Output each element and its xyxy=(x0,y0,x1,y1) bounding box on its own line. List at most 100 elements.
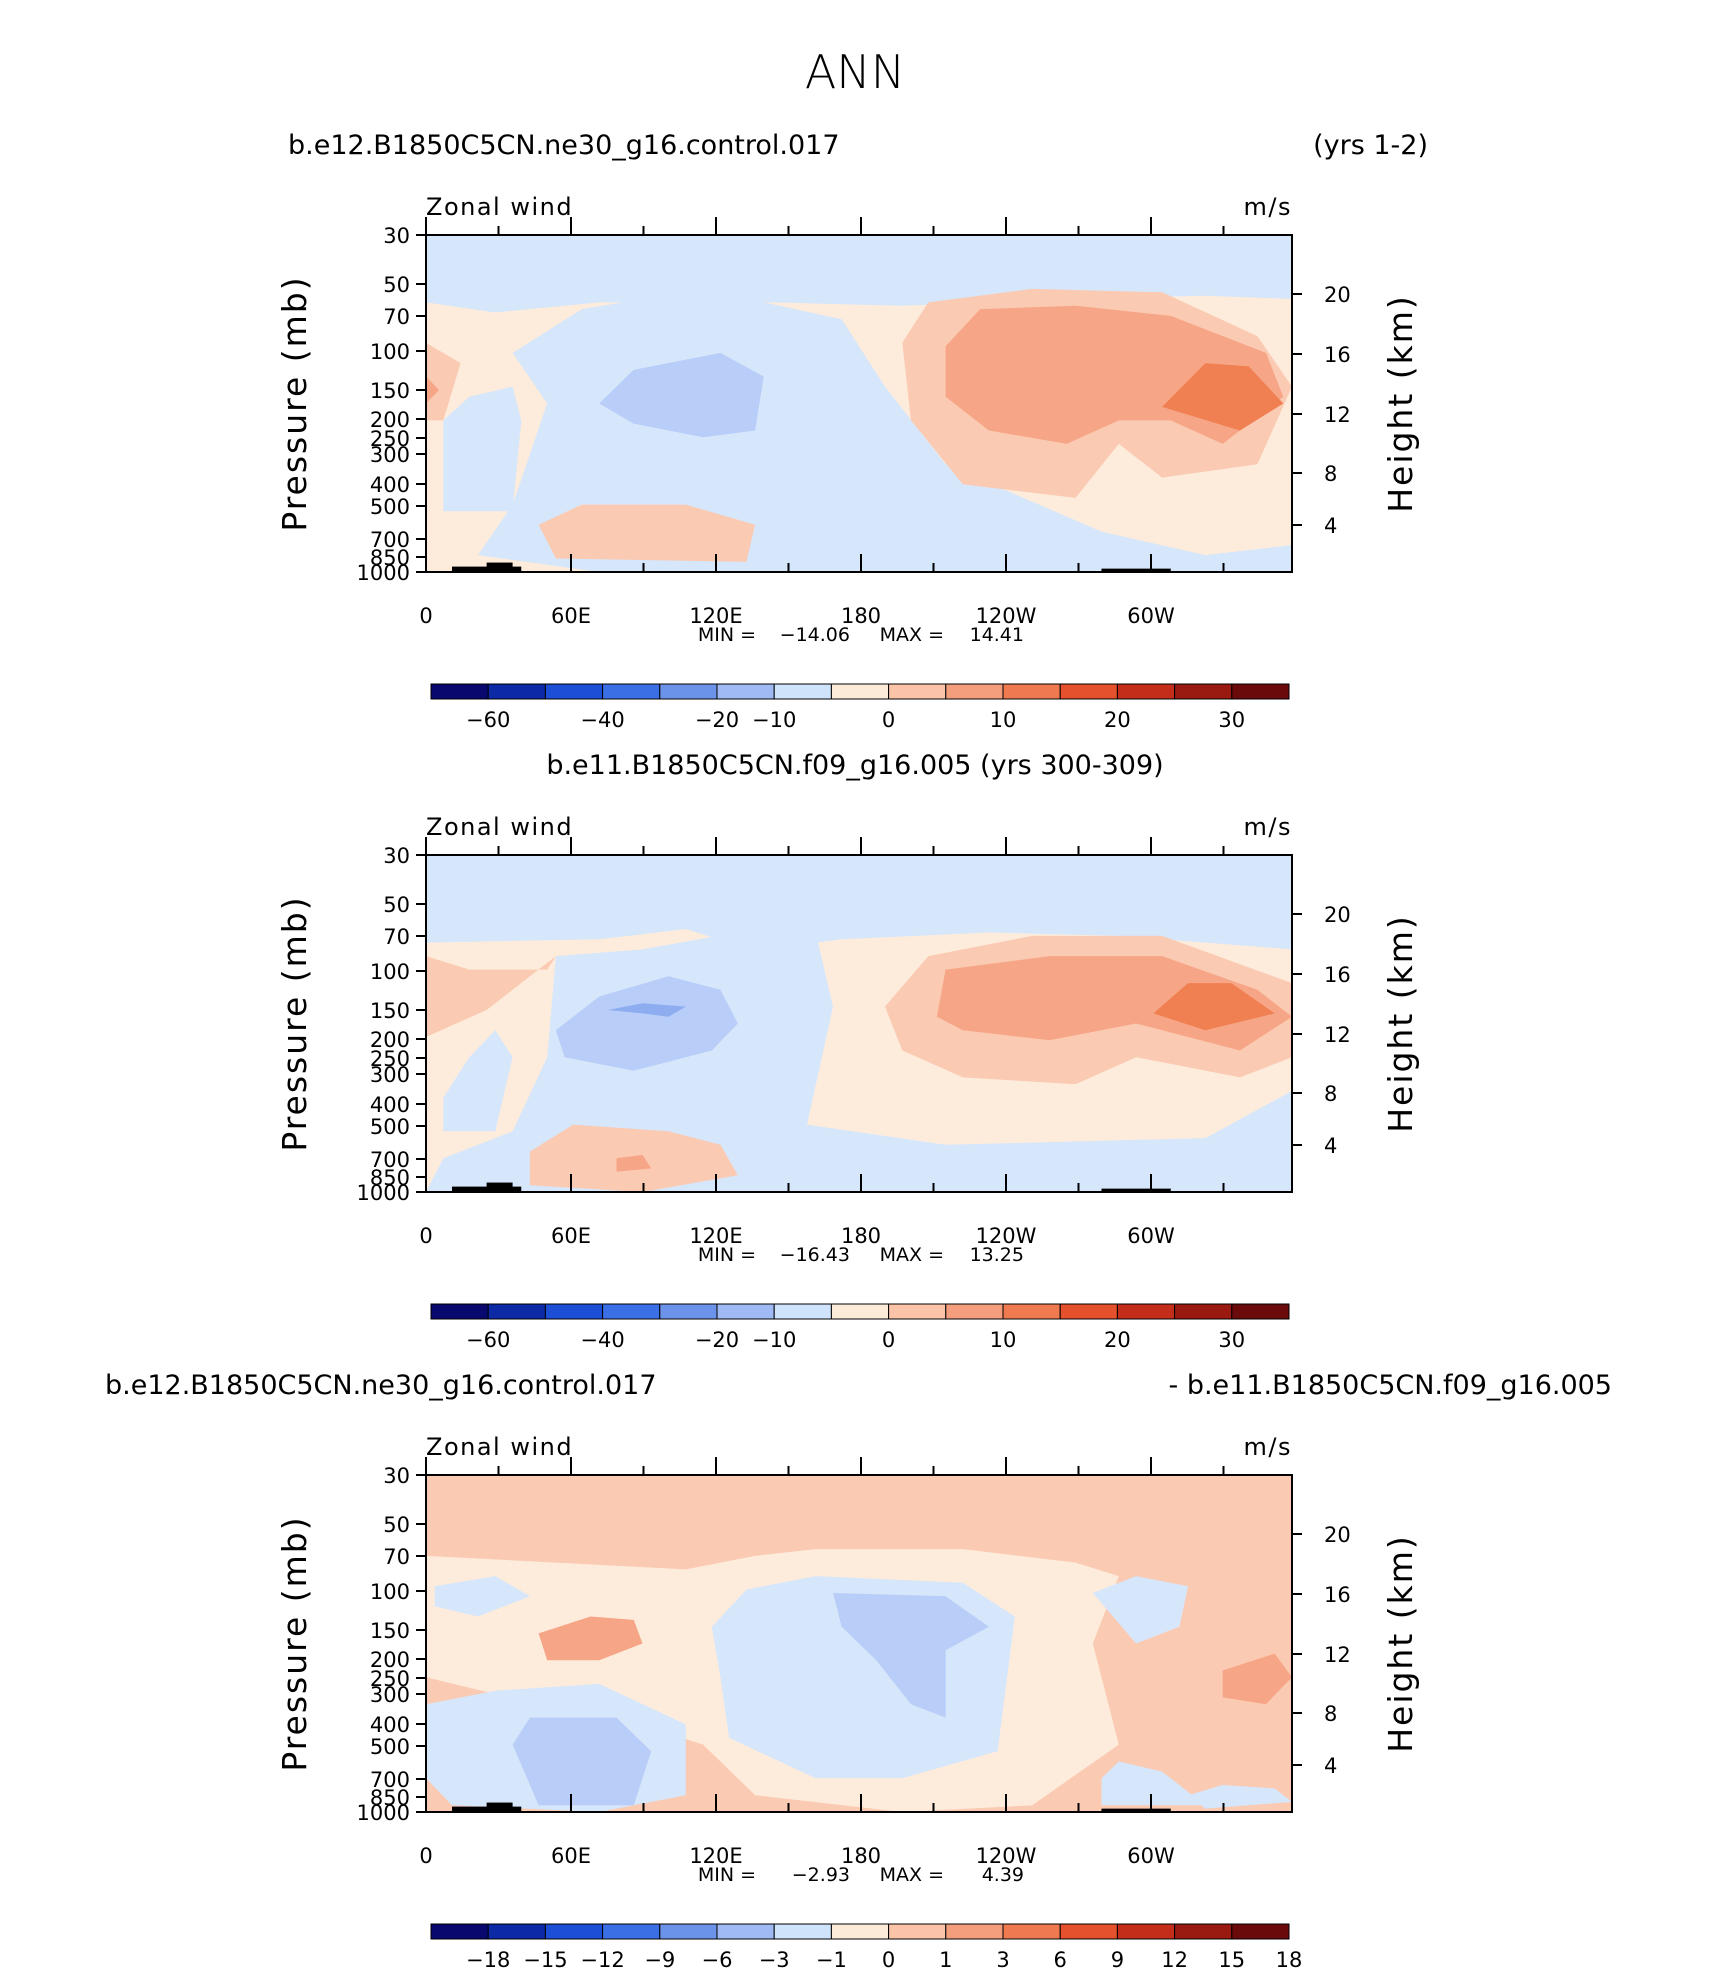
y-tick-label: 700 xyxy=(370,1768,410,1792)
contour-region xyxy=(555,976,738,1071)
colorbar-swatch xyxy=(430,683,489,700)
y-right-axis-title: Height (km) xyxy=(1381,294,1420,513)
colorbar-label: −40 xyxy=(580,708,624,732)
y-tick-label: 700 xyxy=(370,528,410,552)
y-tick-label: 200 xyxy=(370,1028,410,1052)
contour-region xyxy=(478,288,1292,572)
y-right-tick-label: 16 xyxy=(1324,963,1351,987)
orography-mask xyxy=(1101,1188,1171,1193)
y-tick-label: 500 xyxy=(370,495,410,519)
colorbar-label: −1 xyxy=(816,1948,847,1972)
units-label: m/s xyxy=(1244,193,1292,221)
max-label: MAX = xyxy=(880,1864,944,1886)
y-tick-label: 1000 xyxy=(357,1801,410,1825)
units-label: m/s xyxy=(1244,813,1292,841)
colorbar-label: −20 xyxy=(695,708,739,732)
y-tick-label: 500 xyxy=(370,1115,410,1139)
colorbar-swatch xyxy=(544,683,604,700)
colorbar-swatch xyxy=(1002,1303,1061,1320)
colorbar-swatch xyxy=(487,1303,546,1320)
max-value: 13.25 xyxy=(970,1244,1024,1266)
y-tick-label: 400 xyxy=(370,473,410,497)
contour-region xyxy=(1188,1785,1292,1809)
colorbar-swatch xyxy=(544,1923,604,1940)
colorbar-swatch xyxy=(659,683,718,700)
y-tick-label: 300 xyxy=(370,1683,410,1707)
colorbar-label: 30 xyxy=(1218,1328,1245,1352)
contour-region xyxy=(426,342,461,421)
colorbar-label: −20 xyxy=(695,1328,739,1352)
colorbar-swatch xyxy=(830,1303,890,1320)
colorbar-swatch xyxy=(1231,1923,1290,1940)
y-tick-label: 150 xyxy=(370,999,410,1023)
x-tick-label: 0 xyxy=(419,604,432,628)
contour-region xyxy=(426,376,439,404)
y-right-axis-title: Height (km) xyxy=(1381,914,1420,1133)
variable-label: Zonal wind xyxy=(426,1433,573,1461)
colorbar-label: −18 xyxy=(466,1948,510,1972)
y-tick-label: 50 xyxy=(383,1513,410,1537)
contour-region xyxy=(599,352,764,438)
colorbar-swatch xyxy=(773,683,832,700)
colorbar-label: −12 xyxy=(580,1948,624,1972)
panel-title-center: b.e11.B1850C5CN.f09_g16.005 (yrs 300-309… xyxy=(546,750,1163,781)
colorbar-swatch xyxy=(945,683,1004,700)
colorbar-swatch xyxy=(1174,1303,1233,1320)
colorbar-swatch xyxy=(830,683,890,700)
y-tick-label: 50 xyxy=(383,273,410,297)
y-tick-label: 200 xyxy=(370,1648,410,1672)
variable-label: Zonal wind xyxy=(426,193,573,221)
y-right-tick-label: 4 xyxy=(1324,1134,1337,1158)
colorbar-swatch xyxy=(602,1923,661,1940)
y-tick-label: 30 xyxy=(383,224,410,248)
colorbar-label: −10 xyxy=(752,1328,796,1352)
y-right-tick-label: 12 xyxy=(1324,1643,1351,1667)
y-tick-label: 850 xyxy=(370,1786,410,1810)
contour-region xyxy=(1092,1576,1189,1644)
panel-title-left: b.e12.B1850C5CN.ne30_g16.control.017 xyxy=(288,130,840,161)
colorbar-label: −15 xyxy=(523,1948,567,1972)
colorbar-label: −3 xyxy=(759,1948,790,1972)
orography-mask xyxy=(1101,568,1171,573)
colorbar-label: 20 xyxy=(1104,1328,1131,1352)
colorbar-swatch xyxy=(945,1923,1004,1940)
x-tick-label: 120W xyxy=(976,604,1037,628)
contour-region xyxy=(833,1593,989,1718)
colorbar-label: 30 xyxy=(1218,708,1245,732)
colorbar-swatch xyxy=(1059,1923,1118,1940)
colorbar-label: −60 xyxy=(466,1328,510,1352)
contour-region xyxy=(1162,363,1284,431)
y-tick-label: 300 xyxy=(370,1063,410,1087)
y-right-axis-title: Height (km) xyxy=(1381,1534,1420,1753)
colorbar-label: 10 xyxy=(990,708,1017,732)
y-right-tick-label: 20 xyxy=(1324,283,1351,307)
plot-frame xyxy=(425,854,1293,1193)
y-tick-label: 30 xyxy=(383,1464,410,1488)
min-label: MIN = xyxy=(698,624,756,646)
min-value: −14.06 xyxy=(780,624,850,646)
y-tick-label: 700 xyxy=(370,1148,410,1172)
panel-3: b.e12.B1850C5CN.ne30_g16.control.017 - b.… xyxy=(105,1370,1612,1972)
x-tick-label: 180 xyxy=(841,604,881,628)
max-label: MAX = xyxy=(880,1244,944,1266)
x-tick-label: 120W xyxy=(976,1224,1037,1248)
y-tick-label: 400 xyxy=(370,1093,410,1117)
y-axis-title: Pressure (mb) xyxy=(275,1515,314,1771)
x-tick-label: 180 xyxy=(841,1224,881,1248)
x-tick-label: 60W xyxy=(1127,1844,1175,1868)
contour-region xyxy=(607,1003,686,1017)
x-tick-label: 60E xyxy=(551,604,591,628)
colorbar-swatch xyxy=(430,1923,489,1940)
y-tick-label: 500 xyxy=(370,1735,410,1759)
y-tick-label: 850 xyxy=(370,1166,410,1190)
colorbar-swatch xyxy=(430,1303,489,1320)
contour-region xyxy=(426,956,556,1037)
orography-mask xyxy=(486,1182,513,1193)
y-tick-label: 250 xyxy=(370,1667,410,1691)
colorbar-swatch xyxy=(487,683,546,700)
orography-mask xyxy=(1101,1808,1171,1813)
x-tick-label: 120E xyxy=(689,1844,742,1868)
colorbar-swatch xyxy=(888,1303,947,1320)
colorbar-label: 0 xyxy=(882,1328,895,1352)
y-right-tick-label: 8 xyxy=(1324,1082,1337,1106)
